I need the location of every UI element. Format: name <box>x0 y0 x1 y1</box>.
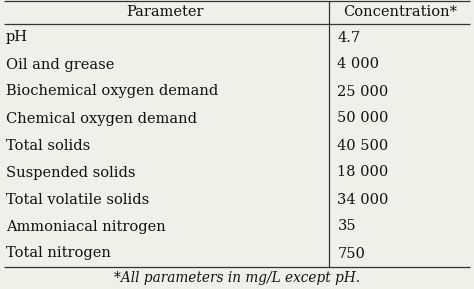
Text: 40 500: 40 500 <box>337 138 389 153</box>
Text: 35: 35 <box>337 220 356 234</box>
Text: Total volatile solids: Total volatile solids <box>6 192 149 207</box>
Text: *All parameters in mg/L except pH.: *All parameters in mg/L except pH. <box>114 271 360 285</box>
Text: Ammoniacal nitrogen: Ammoniacal nitrogen <box>6 220 166 234</box>
Text: 4.7: 4.7 <box>337 31 361 45</box>
Text: 18 000: 18 000 <box>337 166 389 179</box>
Text: 34 000: 34 000 <box>337 192 389 207</box>
Text: Chemical oxygen demand: Chemical oxygen demand <box>6 112 197 125</box>
Text: Total nitrogen: Total nitrogen <box>6 247 111 260</box>
Text: Total solids: Total solids <box>6 138 90 153</box>
Text: 750: 750 <box>337 247 365 260</box>
Text: Parameter: Parameter <box>126 5 203 19</box>
Text: 50 000: 50 000 <box>337 112 389 125</box>
Text: Biochemical oxygen demand: Biochemical oxygen demand <box>6 84 218 99</box>
Text: Suspended solids: Suspended solids <box>6 166 136 179</box>
Text: 25 000: 25 000 <box>337 84 389 99</box>
Text: Oil and grease: Oil and grease <box>6 58 114 71</box>
Text: 4 000: 4 000 <box>337 58 379 71</box>
Text: pH: pH <box>6 31 28 45</box>
Text: Concentration*: Concentration* <box>343 5 457 19</box>
